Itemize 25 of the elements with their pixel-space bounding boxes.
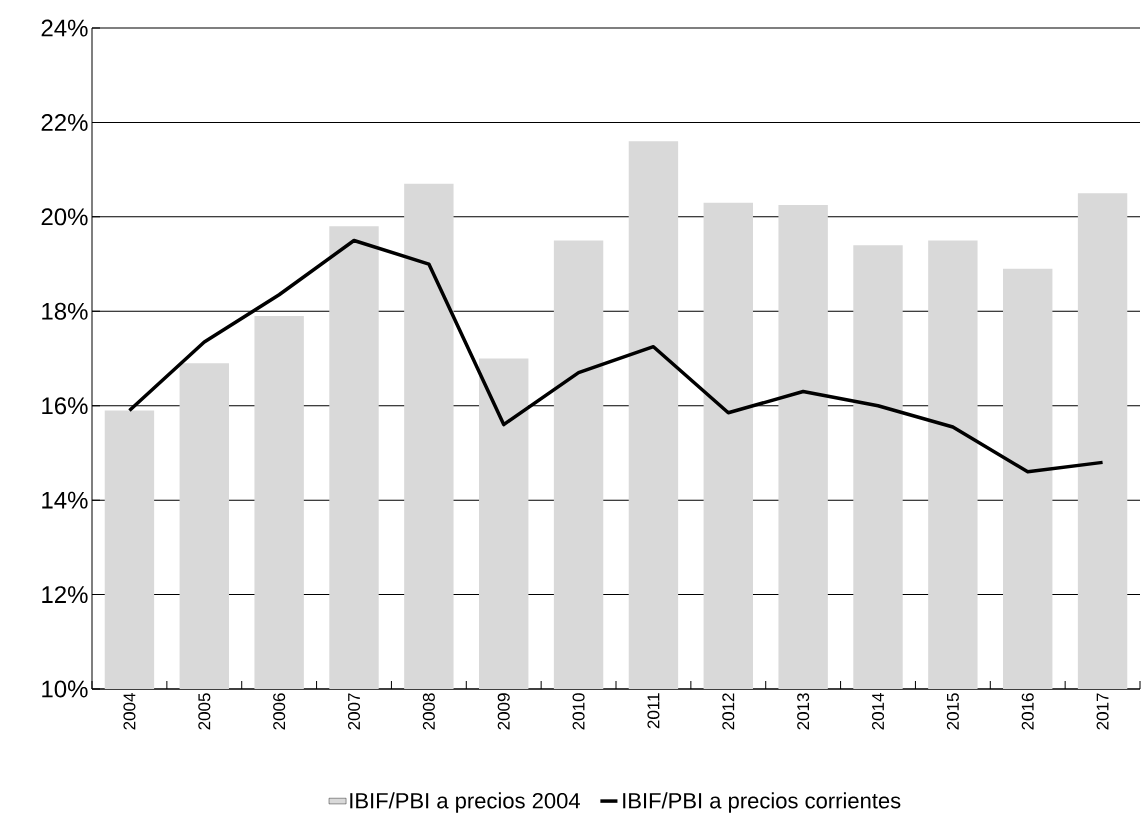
x-tick-label: 2009 [497, 693, 510, 730]
x-tick-label: 2012 [722, 693, 735, 730]
x-tick-label: 2013 [797, 693, 810, 730]
y-tick-label: 12% [42, 586, 88, 604]
x-tick-label: 2004 [123, 693, 136, 730]
y-tick-label: 14% [42, 491, 88, 509]
x-tick-label: 2011 [647, 693, 660, 729]
legend-label: IBIF/PBI a precios 2004 [350, 792, 580, 813]
y-tick-label: 22% [41, 113, 88, 131]
x-tick-label: 2006 [273, 693, 286, 730]
x-tick-label: 2017 [1096, 693, 1109, 730]
x-tick-label: 2007 [347, 693, 361, 730]
x-tick-label: 2014 [871, 693, 885, 730]
y-tick-label: 16% [42, 397, 88, 415]
line-series [127, 238, 1105, 474]
x-tick-label: 2015 [946, 693, 959, 730]
x-tick-label: 2005 [198, 693, 211, 730]
legend-label: IBIF/PBI a precios corrientes [623, 792, 901, 813]
x-tick-label: 2008 [422, 693, 435, 730]
y-tick-label: 18% [42, 302, 88, 320]
y-tick-label: 24% [41, 19, 88, 37]
y-tick-label: 20% [41, 208, 88, 226]
y-tick-label: 10% [42, 680, 88, 698]
x-tick-label: 2010 [572, 693, 585, 730]
x-tick-label: 2016 [1021, 693, 1034, 730]
